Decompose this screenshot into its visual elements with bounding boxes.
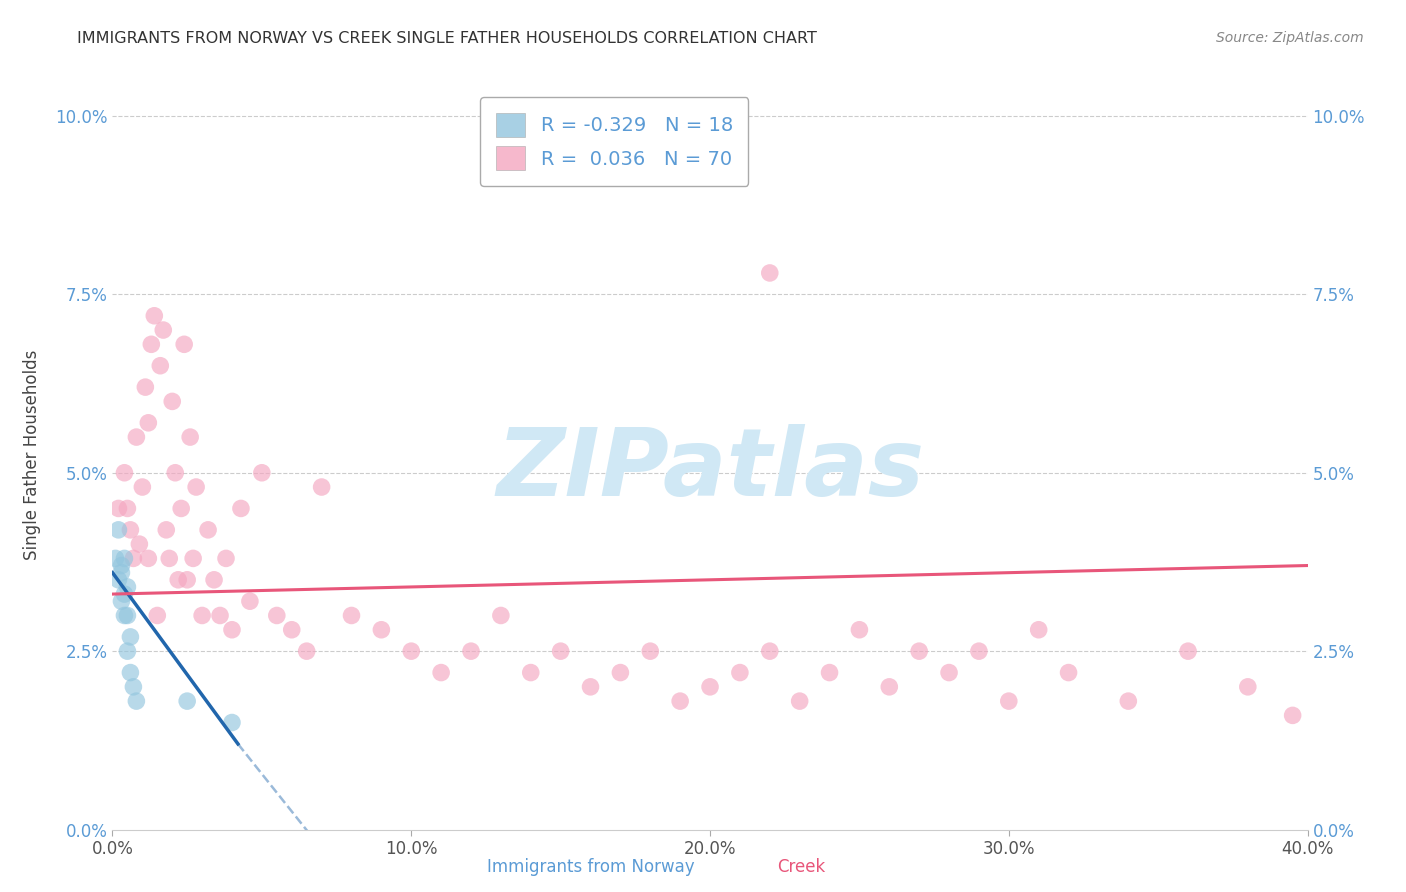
- Point: [239, 594, 262, 608]
- Point: [162, 394, 183, 409]
- Point: [759, 266, 782, 280]
- Point: [818, 665, 841, 680]
- Point: [759, 644, 782, 658]
- Point: [967, 644, 990, 658]
- Point: [221, 715, 243, 730]
- Point: [107, 523, 129, 537]
- Point: [114, 587, 135, 601]
- Point: [579, 680, 602, 694]
- Text: Immigrants from Norway: Immigrants from Norway: [486, 858, 695, 876]
- Point: [1057, 665, 1080, 680]
- Point: [728, 665, 751, 680]
- Point: [125, 430, 148, 444]
- Point: [122, 680, 145, 694]
- Point: [640, 644, 662, 658]
- Text: IMMIGRANTS FROM NORWAY VS CREEK SINGLE FATHER HOUSEHOLDS CORRELATION CHART: IMMIGRANTS FROM NORWAY VS CREEK SINGLE F…: [77, 31, 817, 46]
- Point: [908, 644, 931, 658]
- Point: [609, 665, 631, 680]
- Point: [879, 680, 901, 694]
- Point: [179, 430, 201, 444]
- Point: [141, 337, 163, 351]
- Point: [1281, 708, 1303, 723]
- Point: [311, 480, 333, 494]
- Point: [281, 623, 304, 637]
- Point: [550, 644, 572, 658]
- Text: Creek: Creek: [778, 858, 825, 876]
- Point: [938, 665, 960, 680]
- Point: [489, 608, 512, 623]
- Point: [138, 551, 160, 566]
- Point: [149, 359, 172, 373]
- Point: [176, 694, 198, 708]
- Point: [128, 537, 150, 551]
- Point: [138, 416, 160, 430]
- Point: [143, 309, 166, 323]
- Y-axis label: Single Father Households: Single Father Households: [24, 350, 41, 560]
- Point: [340, 608, 363, 623]
- Text: Source: ZipAtlas.com: Source: ZipAtlas.com: [1216, 31, 1364, 45]
- Point: [520, 665, 543, 680]
- Point: [114, 551, 135, 566]
- Point: [460, 644, 482, 658]
- Point: [110, 566, 132, 580]
- Point: [131, 480, 153, 494]
- Point: [295, 644, 318, 658]
- Point: [186, 480, 208, 494]
- Point: [181, 551, 204, 566]
- Point: [107, 501, 129, 516]
- Text: ZIPatlas: ZIPatlas: [496, 424, 924, 516]
- Point: [122, 551, 145, 566]
- Point: [146, 608, 169, 623]
- Point: [197, 523, 219, 537]
- Point: [173, 337, 195, 351]
- Point: [134, 380, 156, 394]
- Point: [669, 694, 692, 708]
- Point: [202, 573, 225, 587]
- Point: [229, 501, 252, 516]
- Point: [120, 630, 142, 644]
- Point: [401, 644, 423, 658]
- Point: [152, 323, 174, 337]
- Point: [167, 573, 190, 587]
- Point: [117, 580, 139, 594]
- Point: [114, 608, 135, 623]
- Point: [176, 573, 198, 587]
- Point: [998, 694, 1021, 708]
- Point: [107, 573, 129, 587]
- Point: [191, 608, 214, 623]
- Point: [157, 551, 180, 566]
- Point: [250, 466, 273, 480]
- Point: [165, 466, 187, 480]
- Point: [370, 623, 392, 637]
- Point: [114, 466, 135, 480]
- Point: [117, 501, 139, 516]
- Legend: R = -0.329   N = 18, R =  0.036   N = 70: R = -0.329 N = 18, R = 0.036 N = 70: [481, 97, 748, 186]
- Point: [110, 594, 132, 608]
- Point: [120, 665, 142, 680]
- Point: [221, 623, 243, 637]
- Point: [110, 558, 132, 573]
- Point: [1237, 680, 1260, 694]
- Point: [848, 623, 870, 637]
- Point: [125, 694, 148, 708]
- Point: [266, 608, 288, 623]
- Point: [215, 551, 238, 566]
- Point: [117, 608, 139, 623]
- Point: [1028, 623, 1050, 637]
- Point: [699, 680, 721, 694]
- Point: [430, 665, 453, 680]
- Point: [170, 501, 193, 516]
- Point: [117, 644, 139, 658]
- Point: [1177, 644, 1199, 658]
- Point: [104, 551, 127, 566]
- Point: [155, 523, 177, 537]
- Point: [120, 523, 142, 537]
- Point: [1118, 694, 1140, 708]
- Point: [209, 608, 232, 623]
- Point: [789, 694, 811, 708]
